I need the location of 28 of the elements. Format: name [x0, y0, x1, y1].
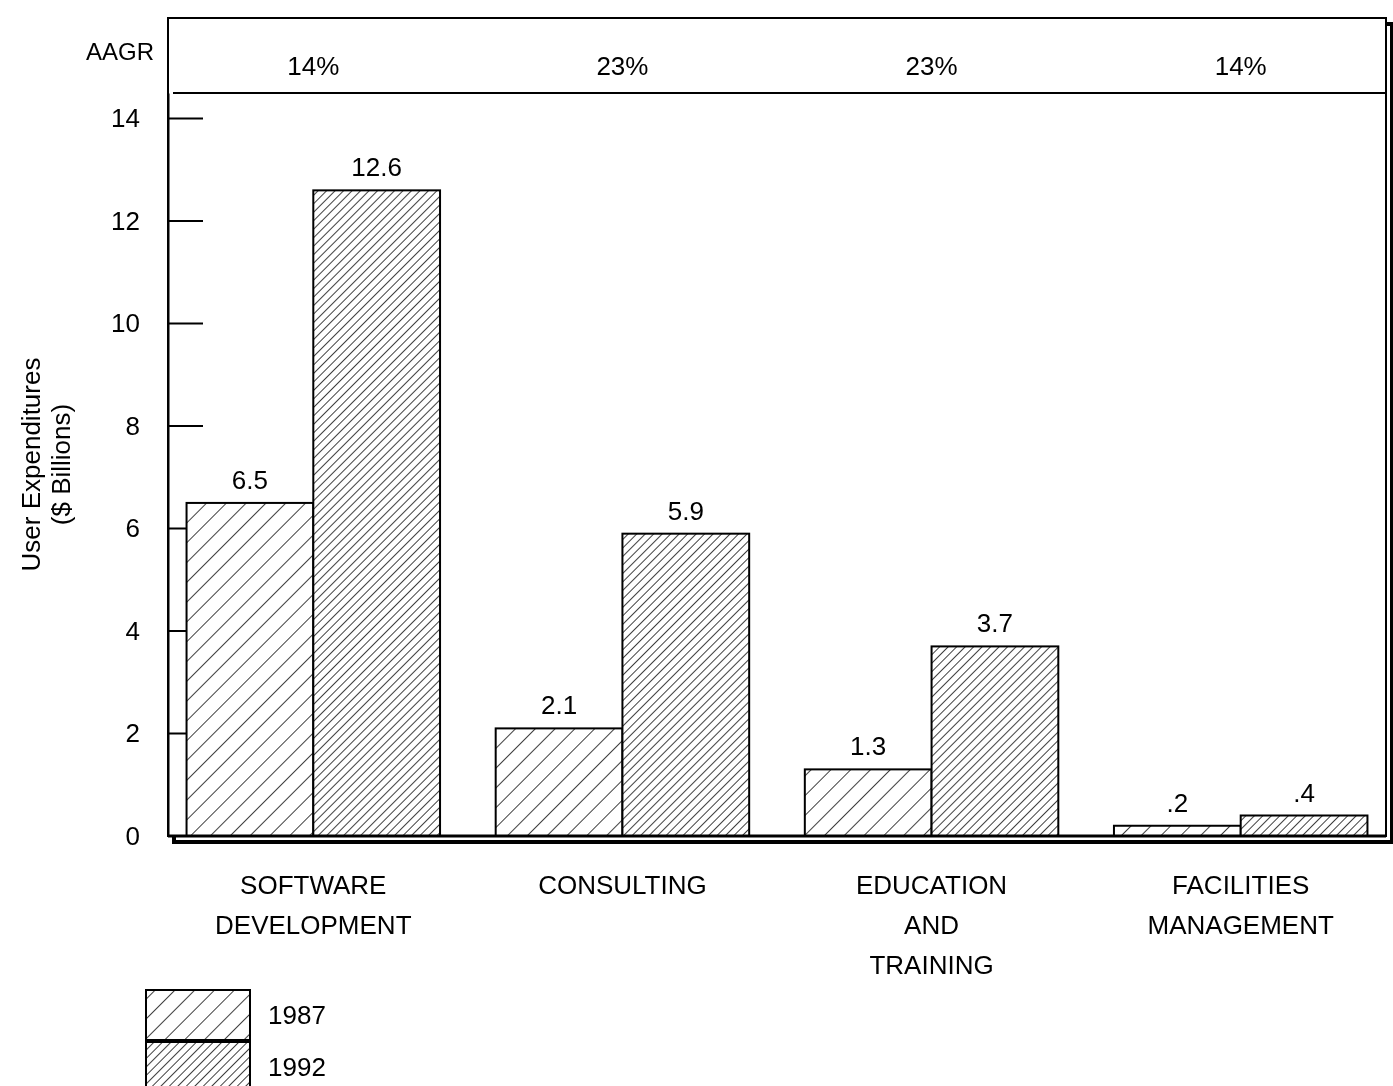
y-tick-label: 8 [125, 410, 140, 441]
x-tick-label: SOFTWARE DEVELOPMENT [215, 870, 412, 940]
x-tick-label: EDUCATION AND TRAINING [855, 870, 1008, 980]
y-tick-label: 12 [111, 205, 140, 236]
data-label: .4 [1293, 777, 1315, 808]
data-label: .2 [1166, 787, 1189, 818]
data-label: 6.5 [231, 464, 268, 495]
text: 14% [287, 51, 340, 81]
y-tick-label: 4 [125, 615, 140, 646]
legend-label: 1992 [268, 1052, 326, 1082]
data-label: 12.6 [351, 152, 402, 183]
y-tick-label: 10 [111, 308, 140, 339]
y-tick-label: 14 [111, 103, 140, 134]
text: 14% [1214, 51, 1267, 81]
data-label: 1.3 [850, 731, 887, 762]
text: 23% [905, 51, 958, 81]
data-label: 2.1 [540, 690, 578, 721]
y-tick-label: 2 [125, 718, 140, 749]
data-label: 5.9 [667, 495, 704, 526]
x-tick-label: FACILITIES MANAGEMENT [1147, 870, 1334, 940]
y-axis-title: User Expenditures ($ Billions) [16, 357, 76, 572]
x-tick-label: CONSULTING [538, 870, 707, 900]
legend-label: 1987 [268, 1000, 326, 1030]
y-tick-label: 0 [125, 820, 140, 851]
text: 23% [596, 51, 649, 81]
y-tick-label: 6 [125, 513, 140, 544]
text: AAGR [85, 38, 154, 65]
data-label: 3.7 [976, 608, 1014, 639]
